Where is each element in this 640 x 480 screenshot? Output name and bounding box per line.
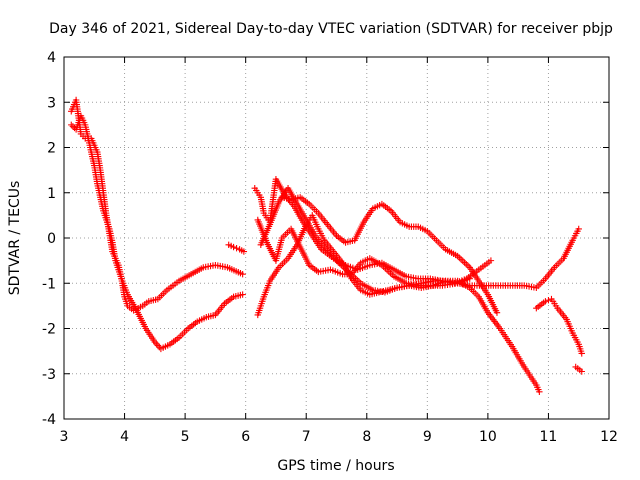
y-tick-label: 0 bbox=[47, 231, 56, 247]
y-tick-label: -1 bbox=[42, 276, 56, 292]
data-point bbox=[239, 291, 246, 298]
data-markers bbox=[68, 96, 585, 396]
data-point bbox=[233, 244, 240, 252]
series-arc-1 bbox=[68, 96, 246, 314]
data-point bbox=[466, 275, 473, 282]
data-point bbox=[578, 368, 585, 375]
data-point bbox=[545, 297, 552, 304]
data-point bbox=[68, 121, 75, 129]
y-tick-labels: 4 3 2 1 0 -1 -2 -3 -4 bbox=[42, 50, 56, 428]
x-tick-label: 9 bbox=[423, 429, 432, 445]
data-point bbox=[578, 350, 585, 357]
x-tick-label: 6 bbox=[241, 429, 250, 445]
data-point bbox=[575, 225, 582, 233]
x-tick-label: 3 bbox=[60, 429, 69, 445]
y-tick-label: 4 bbox=[47, 50, 56, 66]
x-tick-label: 4 bbox=[120, 429, 129, 445]
x-tick-label: 12 bbox=[600, 429, 618, 445]
data-point bbox=[487, 257, 495, 264]
x-tick-labels: 3 4 5 6 7 8 9 10 11 12 bbox=[60, 429, 618, 445]
y-tick-label: -3 bbox=[42, 367, 56, 383]
x-tick-label: 7 bbox=[302, 429, 311, 445]
x-tick-label: 11 bbox=[540, 429, 558, 445]
y-tick-label: -2 bbox=[42, 322, 56, 338]
series-arc-8 bbox=[278, 194, 501, 316]
x-axis-label: GPS time / hours bbox=[277, 458, 394, 474]
y-tick-label: -4 bbox=[42, 412, 56, 428]
chart-title: Day 346 of 2021, Sidereal Day-to-day VTE… bbox=[49, 21, 613, 37]
y-tick-label: 1 bbox=[47, 186, 56, 202]
series-arc-10 bbox=[572, 363, 585, 375]
y-tick-label: 2 bbox=[47, 141, 56, 157]
x-tick-label: 8 bbox=[362, 429, 371, 445]
data-point bbox=[493, 309, 501, 316]
data-point bbox=[230, 243, 237, 251]
series-arc-3 bbox=[225, 241, 248, 255]
data-point bbox=[536, 388, 543, 396]
data-point bbox=[542, 298, 549, 305]
series-arc-2 bbox=[68, 112, 246, 353]
data-point bbox=[240, 248, 248, 255]
x-tick-label: 10 bbox=[479, 429, 497, 445]
y-axis-label: SDTVAR / TECUs bbox=[7, 181, 23, 296]
series-arc-7 bbox=[257, 185, 543, 396]
plot-frame bbox=[63, 56, 610, 420]
data-point bbox=[69, 123, 77, 130]
data-point bbox=[239, 271, 246, 278]
series-arc-9 bbox=[533, 295, 585, 357]
x-tick-label: 5 bbox=[181, 429, 190, 445]
y-tick-label: 3 bbox=[47, 95, 56, 111]
